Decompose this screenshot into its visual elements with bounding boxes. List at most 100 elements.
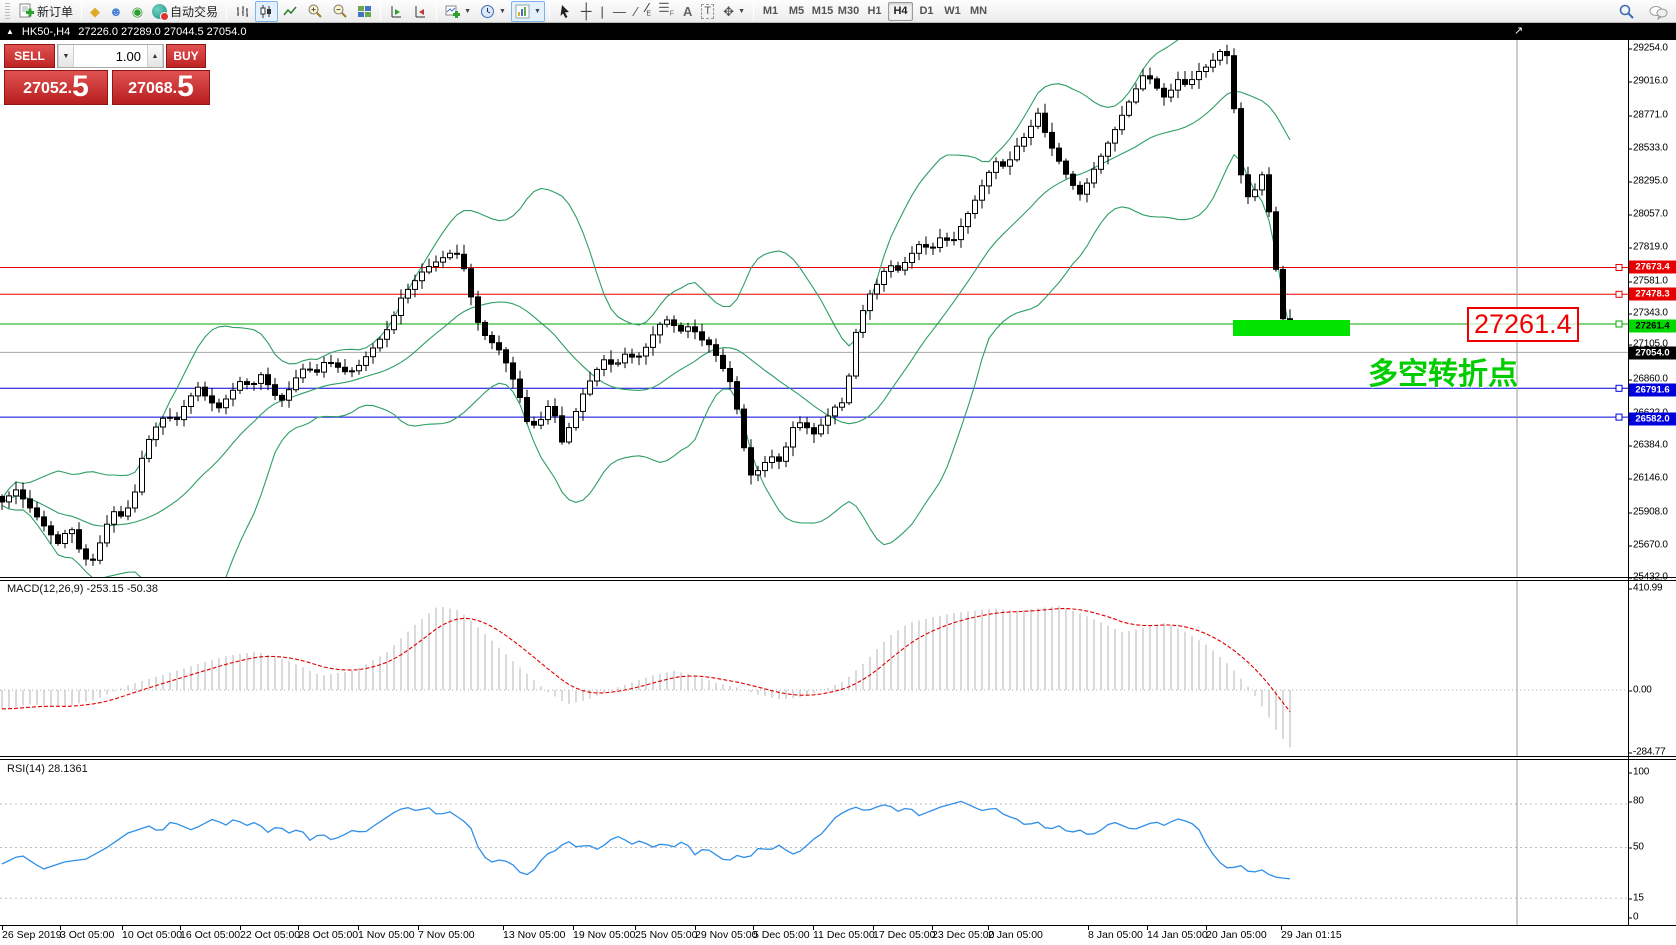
new-order-button[interactable]: 新订单 — [14, 1, 77, 22]
cursor-button[interactable] — [554, 1, 576, 22]
candle-body — [482, 321, 488, 336]
timeframe-button-m30[interactable]: M30 — [837, 5, 860, 17]
sell-button[interactable]: SELL — [4, 44, 55, 68]
signal-icon: ◉ — [131, 3, 144, 19]
volume-input[interactable]: 1.00 — [115, 48, 141, 64]
candlestick-chart-button[interactable] — [255, 0, 279, 22]
crosshair-button[interactable]: ┼ — [577, 1, 596, 22]
timeframe-button-h4[interactable]: H4 — [888, 1, 913, 21]
time-tick — [988, 926, 989, 930]
candle-body — [853, 331, 859, 377]
candle-body — [552, 406, 558, 417]
candle-body — [307, 368, 313, 371]
profiles-button[interactable]: ▼ — [476, 1, 510, 22]
prev-chart-button[interactable] — [409, 1, 432, 22]
bar-chart-button[interactable] — [231, 1, 254, 22]
candle-body — [76, 529, 82, 550]
timeframe-button-mn[interactable]: MN — [969, 5, 988, 17]
vertical-line-button[interactable]: | — [597, 1, 608, 22]
text-label-button[interactable]: T — [697, 1, 718, 22]
next-chart-button[interactable] — [385, 1, 408, 22]
candle-body — [195, 386, 201, 397]
trendline-button[interactable]: ∕ — [631, 1, 641, 22]
line-endpoint-marker[interactable] — [1615, 384, 1623, 392]
expand-icon[interactable]: ↗ — [1514, 25, 1524, 37]
volume-decrease-button[interactable]: ▼ — [58, 45, 74, 67]
time-axis-label: 11 Dec 05:00 — [813, 929, 875, 941]
candle-body — [433, 261, 439, 268]
timeframe-button-d1[interactable]: D1 — [919, 5, 934, 17]
candle-body — [972, 199, 978, 214]
timeframe-button-w1[interactable]: W1 — [944, 5, 961, 17]
toolbar-separator — [81, 2, 83, 20]
new-chart-icon — [445, 5, 461, 18]
sell-price-display[interactable]: 27052. 5 — [4, 70, 108, 105]
candle-body — [587, 380, 593, 395]
timeframe-button-m15[interactable]: M15 — [811, 5, 834, 17]
up-arrow-icon: ▲ — [151, 52, 159, 60]
volume-increase-button[interactable]: ▲ — [147, 45, 163, 67]
candle-body — [118, 511, 124, 517]
timeframe-button-m5[interactable]: M5 — [788, 5, 805, 17]
price-axis-label: 27343.0 — [1628, 308, 1676, 319]
horizontal-line-button[interactable]: — — [609, 1, 630, 22]
clock-icon — [481, 4, 494, 18]
candle-body — [398, 297, 404, 317]
autotrading-button[interactable]: 自动交易 — [148, 1, 222, 22]
candle-body — [902, 262, 908, 271]
community-button[interactable]: ☻ — [105, 1, 127, 22]
macd-chart[interactable] — [0, 581, 1628, 757]
time-tick — [418, 926, 419, 930]
line-endpoint-marker[interactable] — [1615, 320, 1623, 328]
turning-point-highlight[interactable] — [1233, 320, 1350, 336]
buy-price-display[interactable]: 27068. 5 — [112, 70, 210, 105]
search-button[interactable] — [1614, 1, 1639, 22]
toolbar-grip[interactable] — [5, 3, 10, 19]
turning-point-note[interactable]: 多空转折点 — [1368, 358, 1518, 391]
line-endpoint-marker[interactable] — [1615, 413, 1623, 421]
pane-splitter[interactable] — [0, 756, 1676, 760]
macd-pane[interactable] — [0, 581, 1628, 757]
one-click-trading-panel: SELL ▼ 1.00 ▲ BUY 27052. 5 27068. 5 — [4, 44, 210, 105]
zoom-out-button[interactable] — [328, 1, 352, 22]
price-axis-label: 25432.0 — [1628, 572, 1676, 583]
price-chart[interactable] — [0, 40, 1628, 578]
line-endpoint-marker[interactable] — [1615, 264, 1623, 271]
time-tick — [240, 926, 241, 930]
indicators-button[interactable]: ▼ — [510, 0, 545, 22]
tile-windows-button[interactable] — [353, 1, 376, 22]
chart-ohlc-values: 27226.0 27289.0 27044.5 27054.0 — [78, 25, 247, 38]
line-endpoint-marker[interactable] — [1615, 290, 1623, 298]
fibonacci-button[interactable]: ☰F — [654, 1, 678, 22]
rsi-chart[interactable] — [0, 760, 1628, 925]
channel-button[interactable]: ∕∕E — [642, 1, 653, 22]
zoom-in-icon — [308, 4, 322, 18]
pane-splitter[interactable] — [0, 577, 1676, 581]
arrows-button[interactable]: ✥ ▼ — [719, 1, 749, 22]
chat-button[interactable] — [1645, 1, 1672, 22]
candle-body — [83, 548, 89, 560]
time-axis-label: 23 Dec 05:00 — [932, 929, 995, 941]
candle-body — [944, 237, 950, 241]
candle-body — [804, 422, 810, 429]
time-axis-label: 28 Oct 05:00 — [298, 929, 359, 941]
deposit-button[interactable]: ◆ — [86, 1, 104, 22]
rsi-pane[interactable] — [0, 760, 1628, 925]
text-button[interactable]: A — [679, 1, 696, 22]
timeframe-button-h1[interactable]: H1 — [867, 5, 882, 17]
buy-button[interactable]: BUY — [166, 44, 206, 68]
new-chart-button[interactable]: ▼ — [441, 1, 475, 22]
signals-button[interactable]: ◉ — [128, 1, 147, 22]
line-chart-button[interactable] — [279, 1, 302, 22]
candle-body — [48, 525, 54, 536]
timeframe-button-m1[interactable]: M1 — [762, 5, 779, 17]
price-annotation-label[interactable]: 27261.4 — [1467, 307, 1579, 342]
candle-body — [1196, 71, 1202, 81]
zoom-in-button[interactable] — [303, 1, 327, 22]
candle-body — [1147, 75, 1153, 80]
price-axis-label: 28771.0 — [1628, 110, 1676, 121]
time-axis[interactable]: 26 Sep 2019 3 Oct 05:00 10 Oct 05:00 16 Oct… — [0, 926, 1676, 945]
price-pane[interactable] — [0, 40, 1628, 578]
candle-body — [111, 511, 117, 525]
collapse-arrow-icon[interactable]: ▲ — [6, 27, 14, 36]
